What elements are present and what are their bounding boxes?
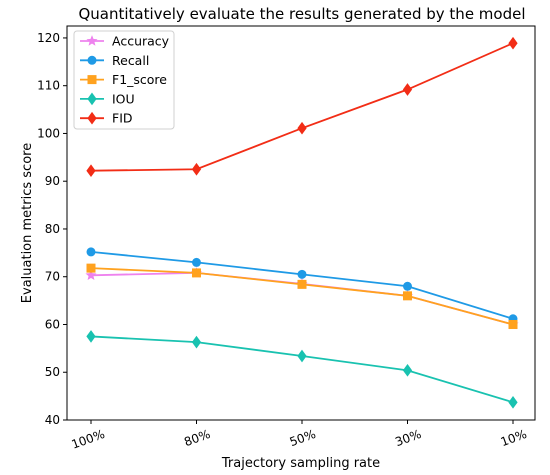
y-tick-label: 50 — [45, 365, 60, 379]
y-tick-label: 60 — [45, 317, 60, 331]
legend-marker — [87, 111, 97, 125]
legend: Accuracy Recall F1_score IOU FID — [73, 30, 175, 130]
y-tick-label: 80 — [45, 222, 60, 236]
series-f1-score — [86, 263, 518, 329]
data-point-recall — [297, 269, 307, 279]
data-point-f1-score — [508, 319, 518, 329]
legend-marker — [87, 55, 97, 65]
y-tick-label: 120 — [37, 31, 60, 45]
legend-item-fid: FID — [80, 111, 133, 126]
x-tick-label: 50% — [288, 427, 318, 449]
data-point-recall — [86, 247, 96, 257]
data-point-iou — [402, 363, 413, 377]
data-point-fid — [297, 121, 307, 135]
data-point-recall — [403, 281, 412, 291]
plot-frame — [66, 25, 536, 421]
data-point-f1-score — [192, 268, 201, 278]
y-tick-label: 90 — [45, 174, 60, 188]
series-line-iou — [90, 335, 514, 404]
legend-item-recall: Recall — [80, 53, 149, 68]
legend-item-f1-score: F1_score — [80, 72, 167, 87]
legend-box — [73, 30, 175, 130]
data-point-f1-score — [403, 291, 412, 301]
series-fid — [86, 36, 518, 178]
y-tick-label: 70 — [45, 270, 60, 284]
data-point-fid — [191, 162, 202, 176]
x-tick-label: 30% — [393, 427, 423, 449]
data-point-accuracy — [85, 269, 97, 281]
legend-item-iou: IOU — [80, 91, 135, 106]
y-tick-label: 40 — [45, 413, 60, 427]
y-axis-label: Evaluation metrics score — [20, 143, 35, 303]
legend-label: FID — [112, 111, 133, 126]
x-tick-label: 80% — [182, 427, 212, 449]
data-point-fid — [402, 83, 413, 96]
data-point-iou — [191, 335, 202, 349]
series-iou — [86, 330, 518, 409]
data-point-recall — [192, 257, 201, 267]
data-point-iou — [86, 330, 96, 343]
x-tick-label: 10% — [499, 427, 529, 449]
legend-marker — [87, 92, 97, 106]
data-point-iou — [508, 395, 518, 409]
legend-item-accuracy: Accuracy — [80, 34, 170, 49]
data-point-iou — [297, 349, 307, 363]
data-point-f1-score — [297, 279, 307, 289]
legend-label: Recall — [112, 53, 149, 68]
data-point-f1-score — [86, 263, 96, 273]
data-point-fid — [86, 164, 96, 178]
legend-label: F1_score — [112, 72, 167, 87]
chart-title: Quantitatively evaluate the results gene… — [78, 5, 525, 23]
x-axis: 100% 80% 50% 30% 10% — [70, 420, 529, 452]
y-tick-label: 110 — [37, 79, 60, 93]
legend-marker — [87, 75, 97, 85]
legend-label: Accuracy — [112, 34, 170, 49]
legend-marker — [86, 35, 98, 46]
series-layer — [85, 36, 519, 409]
y-axis: 40 50 60 70 80 90 100 110 120 — [37, 31, 67, 427]
legend-label: IOU — [112, 91, 135, 106]
x-axis-label: Trajectory sampling rate — [221, 456, 380, 471]
data-point-fid — [508, 36, 518, 50]
x-tick-label: 100% — [70, 427, 107, 452]
y-tick-label: 100 — [37, 126, 60, 140]
